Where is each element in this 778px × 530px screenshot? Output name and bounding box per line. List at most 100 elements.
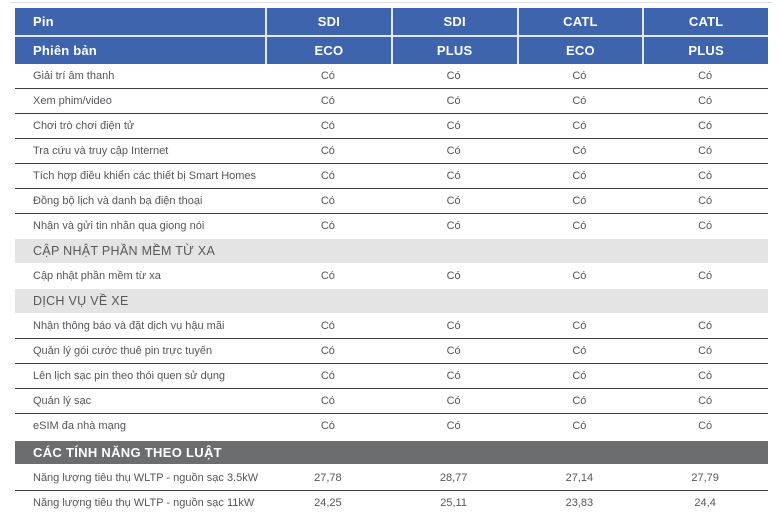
value-cell: Có: [446, 95, 461, 107]
table-row: Quản lý sạc Có Có Có Có: [15, 388, 768, 413]
table-row: Tra cứu và truy cập Internet Có Có Có Có: [15, 138, 768, 163]
section-header-software-update: CẬP NHẬT PHẦN MỀM TỪ XA: [15, 239, 768, 263]
value-cell: Có: [446, 145, 461, 157]
table-row: Năng lượng tiêu thụ WLTP - nguồn sạc 3.5…: [15, 466, 768, 490]
table-row: Quản lý gói cước thuê pin trực tuyến Có …: [15, 338, 768, 363]
value-cell: Có: [446, 270, 461, 282]
value-cell: Có: [572, 120, 587, 132]
value-cell: Có: [572, 145, 587, 157]
value-cell: Có: [446, 370, 461, 382]
value-cell: Có: [320, 70, 335, 82]
value-cell: Có: [446, 70, 461, 82]
value-cell: Có: [446, 320, 461, 332]
header-version-value: PLUS: [390, 37, 517, 64]
value-cell: Có: [698, 395, 713, 407]
header-row-version: Phiên bản ECO PLUS ECO PLUS: [15, 35, 768, 64]
header-pin-value: CATL: [642, 8, 768, 35]
value-cell: 27,79: [691, 472, 719, 484]
value-cell: 24,25: [314, 497, 342, 509]
table-row: Đồng bộ lịch và danh bạ điện thoại Có Có…: [15, 188, 768, 213]
value-cell: 25,11: [440, 497, 467, 509]
value-cell: Có: [446, 170, 461, 182]
value-cell: Có: [320, 320, 335, 332]
value-cell: Có: [698, 70, 713, 82]
top-divider-line: [10, 2, 772, 3]
value-cell: Có: [320, 270, 335, 282]
table-row: Nhận thông báo và đặt dịch vụ hậu mãi Có…: [15, 314, 768, 338]
value-cell: Có: [320, 120, 335, 132]
feature-group-vehicle-services: Nhận thông báo và đặt dịch vụ hậu mãi Có…: [15, 314, 768, 438]
value-cell: Có: [572, 270, 587, 282]
table-row: Cập nhật phần mềm từ xa Có Có Có Có: [15, 264, 768, 288]
feature-label: Xem phim/video: [33, 95, 112, 107]
table-row: Lên lịch sạc pin theo thói quen sử dụng …: [15, 363, 768, 388]
header-version-value: PLUS: [642, 37, 768, 64]
header-version-label: Phiên bản: [33, 43, 97, 58]
value-cell: 27,78: [314, 472, 342, 484]
value-cell: Có: [446, 120, 461, 132]
value-cell: Có: [320, 145, 335, 157]
value-cell: Có: [320, 220, 335, 232]
feature-label: Lên lịch sạc pin theo thói quen sử dụng: [33, 370, 226, 382]
value-cell: Có: [698, 370, 713, 382]
header-version-value: ECO: [516, 37, 643, 64]
feature-label: Cập nhật phần mềm từ xa: [33, 270, 161, 282]
value-cell: Có: [698, 345, 713, 357]
table-row: Chơi trò chơi điện tử Có Có Có Có: [15, 113, 768, 138]
feature-group-software-update: Cập nhật phần mềm từ xa Có Có Có Có: [15, 264, 768, 288]
value-cell: Có: [320, 345, 335, 357]
value-cell: Có: [698, 320, 713, 332]
value-cell: Có: [572, 320, 587, 332]
value-cell: 27,14: [565, 472, 594, 484]
value-cell: Có: [446, 195, 461, 207]
feature-label: Nhận và gửi tin nhắn qua giọng nói: [33, 220, 205, 232]
feature-label: Nhận thông báo và đặt dịch vụ hậu mãi: [33, 320, 225, 332]
value-cell: Có: [698, 195, 713, 207]
feature-label: Tra cứu và truy cập Internet: [33, 145, 169, 157]
value-cell: Có: [572, 220, 587, 232]
table-row: Năng lượng tiêu thụ WLTP - nguồn sạc 11k…: [15, 490, 768, 515]
header-pin-value: CATL: [516, 8, 643, 35]
value-cell: Có: [320, 95, 335, 107]
table-row: Giải trí âm thanh Có Có Có Có: [15, 64, 768, 88]
feature-label: Quản lý sạc: [33, 395, 92, 407]
value-cell: Có: [698, 170, 713, 182]
battery-version-spec-table: Pin SDI SDI CATL CATL Phiên bản ECO PLUS…: [15, 8, 768, 515]
value-cell: Có: [320, 170, 335, 182]
value-cell: Có: [572, 170, 587, 182]
header-row-pin: Pin SDI SDI CATL CATL: [15, 8, 768, 35]
feature-label: Đồng bộ lịch và danh bạ điện thoại: [33, 195, 203, 207]
header-pin-label: Pin: [33, 14, 54, 29]
feature-label: Năng lượng tiêu thụ WLTP - nguồn sạc 3.5…: [33, 472, 259, 484]
feature-label: Năng lượng tiêu thụ WLTP - nguồn sạc 11k…: [33, 497, 255, 509]
header-version-value: ECO: [265, 37, 391, 64]
value-cell: Có: [698, 95, 713, 107]
feature-group-legal: Năng lượng tiêu thụ WLTP - nguồn sạc 3.5…: [15, 466, 768, 515]
value-cell: Có: [572, 370, 587, 382]
value-cell: Có: [572, 395, 587, 407]
value-cell: Có: [698, 270, 713, 282]
table-row: Nhận và gửi tin nhắn qua giọng nói Có Có…: [15, 213, 768, 238]
table-row: Xem phim/video Có Có Có Có: [15, 88, 768, 113]
value-cell: 28,77: [439, 472, 468, 484]
feature-label: Giải trí âm thanh: [33, 70, 115, 82]
feature-label: Tích hợp điều khiển các thiết bị Smart H…: [33, 170, 257, 182]
value-cell: Có: [320, 195, 335, 207]
value-cell: Có: [698, 220, 713, 232]
value-cell: Có: [572, 420, 587, 432]
header-pin-value: SDI: [265, 8, 391, 35]
value-cell: Có: [320, 395, 335, 407]
section-header-legal-features: CÁC TÍNH NĂNG THEO LUẬT: [15, 441, 768, 464]
header-pin-value: SDI: [390, 8, 517, 35]
value-cell: Có: [320, 420, 335, 432]
value-cell: Có: [698, 420, 713, 432]
value-cell: Có: [446, 395, 461, 407]
value-cell: Có: [446, 420, 461, 432]
table-row: eSIM đa nhà mạng Có Có Có Có: [15, 413, 768, 438]
value-cell: Có: [572, 95, 587, 107]
value-cell: Có: [572, 345, 587, 357]
value-cell: Có: [698, 120, 713, 132]
table-header: Pin SDI SDI CATL CATL Phiên bản ECO PLUS…: [15, 8, 768, 64]
value-cell: Có: [572, 70, 587, 82]
value-cell: 23,83: [565, 497, 594, 509]
